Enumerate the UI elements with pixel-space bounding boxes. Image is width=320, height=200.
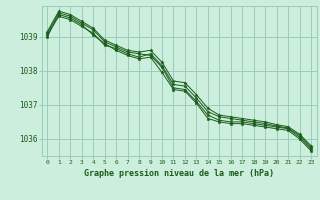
X-axis label: Graphe pression niveau de la mer (hPa): Graphe pression niveau de la mer (hPa) xyxy=(84,169,274,178)
